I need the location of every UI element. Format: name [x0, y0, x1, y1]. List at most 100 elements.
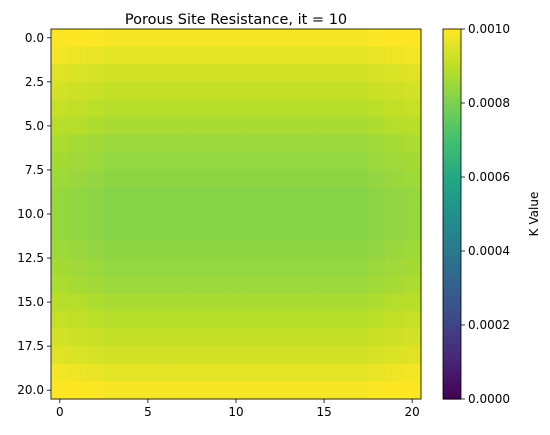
colorbar-segment	[443, 66, 461, 71]
heatmap-cell	[350, 328, 369, 347]
heatmap-cell	[262, 240, 281, 259]
colorbar-segment	[443, 328, 461, 333]
x-axis-ticks: 0 5 10 15 20	[56, 399, 420, 419]
heatmap-cell	[385, 258, 404, 277]
heatmap-cells	[51, 29, 422, 400]
heatmap-cell	[156, 187, 175, 206]
heatmap-cell	[103, 81, 123, 101]
heatmap-cell	[86, 328, 105, 347]
heatmap-cell	[403, 240, 422, 259]
heatmap-cell	[297, 310, 316, 330]
heatmap-cell	[403, 363, 422, 382]
heatmap-cell	[244, 346, 264, 365]
heatmap-cell	[121, 205, 140, 224]
heatmap-cell	[244, 310, 264, 330]
heatmap-cell	[368, 99, 387, 118]
heatmap-cell	[350, 258, 369, 277]
heatmap-cell	[385, 81, 404, 101]
heatmap-cell	[315, 29, 334, 48]
heatmap-cell	[385, 117, 404, 136]
heatmap-cell	[86, 169, 105, 189]
heatmap-cell	[262, 328, 281, 347]
colorbar-segment	[443, 247, 461, 252]
heatmap-cell	[315, 117, 334, 136]
heatmap-cell	[315, 381, 334, 400]
heatmap-cell	[332, 328, 352, 347]
heatmap-cell	[227, 64, 246, 83]
heatmap-cell	[191, 205, 211, 224]
heatmap-cell	[262, 363, 281, 382]
heatmap-cell	[51, 310, 70, 330]
colorbar-segment	[443, 143, 461, 148]
colorbar-segment	[443, 384, 461, 389]
heatmap-cell	[244, 187, 264, 206]
heatmap-cell	[403, 152, 422, 171]
heatmap-cell	[297, 187, 316, 206]
heatmap-cell	[174, 346, 193, 365]
heatmap-cell	[315, 310, 334, 330]
colorbar-segment	[443, 32, 461, 37]
colorbar-segment	[443, 106, 461, 111]
heatmap-cell	[51, 222, 70, 242]
heatmap-cell	[227, 99, 246, 118]
colorbar-segment	[443, 202, 461, 208]
colorbar-segment	[443, 206, 461, 211]
colorbar-segment	[443, 117, 461, 123]
heatmap-cell	[280, 205, 299, 224]
colorbar-segment	[443, 310, 461, 315]
heatmap-cell	[280, 99, 299, 118]
heatmap-cell	[68, 46, 87, 65]
heatmap-cell	[174, 134, 193, 153]
heatmap-cell	[297, 222, 316, 242]
colorbar-segment	[443, 373, 461, 378]
colorbar-segment	[443, 339, 461, 345]
heatmap-cell	[244, 258, 264, 277]
heatmap-cell	[315, 346, 334, 365]
heatmap-cell	[350, 381, 369, 400]
colorbar-segment	[443, 177, 461, 182]
heatmap-cell	[350, 310, 369, 330]
heatmap-cell	[368, 187, 387, 206]
heatmap-cell	[121, 240, 140, 259]
heatmap-cell	[297, 152, 316, 171]
heatmap-cell	[68, 134, 87, 153]
colorbar-segment	[443, 110, 461, 115]
heatmap-cell	[103, 258, 123, 277]
colorbar-segment	[443, 191, 461, 197]
heatmap-cell	[68, 293, 87, 312]
heatmap-cell	[121, 328, 140, 347]
colorbar-segment	[443, 273, 461, 278]
heatmap-cell	[244, 275, 264, 294]
heatmap-cell	[315, 64, 334, 83]
heatmap-cell	[191, 46, 211, 65]
colorbar-tick-label: 0.0000	[468, 392, 510, 406]
y-tick-label: 15.0	[17, 295, 44, 309]
heatmap-cell	[191, 81, 211, 101]
heatmap-cell	[139, 99, 158, 118]
colorbar-segment	[443, 302, 461, 308]
heatmap-cell	[315, 363, 334, 382]
heatmap-cell	[350, 46, 369, 65]
heatmap-cell	[156, 81, 175, 101]
heatmap-cell	[86, 64, 105, 83]
colorbar-segment	[443, 62, 461, 67]
heatmap-cell	[68, 187, 87, 206]
heatmap-cell	[227, 134, 246, 153]
heatmap-cell	[174, 310, 193, 330]
heatmap-cell	[209, 152, 228, 171]
heatmap-cell	[244, 205, 264, 224]
heatmap-cell	[51, 293, 70, 312]
heatmap-cell	[403, 222, 422, 242]
heatmap-cell	[191, 328, 211, 347]
heatmap-cell	[262, 381, 281, 400]
colorbar-segment	[443, 228, 461, 234]
heatmap-cell	[368, 134, 387, 153]
heatmap-cell	[385, 363, 404, 382]
heatmap-cell	[191, 381, 211, 400]
colorbar-segment	[443, 136, 461, 141]
heatmap-cell	[315, 240, 334, 259]
colorbar-segment	[443, 254, 461, 259]
heatmap-cell	[280, 187, 299, 206]
heatmap-cell	[103, 152, 123, 171]
heatmap-cell	[350, 346, 369, 365]
